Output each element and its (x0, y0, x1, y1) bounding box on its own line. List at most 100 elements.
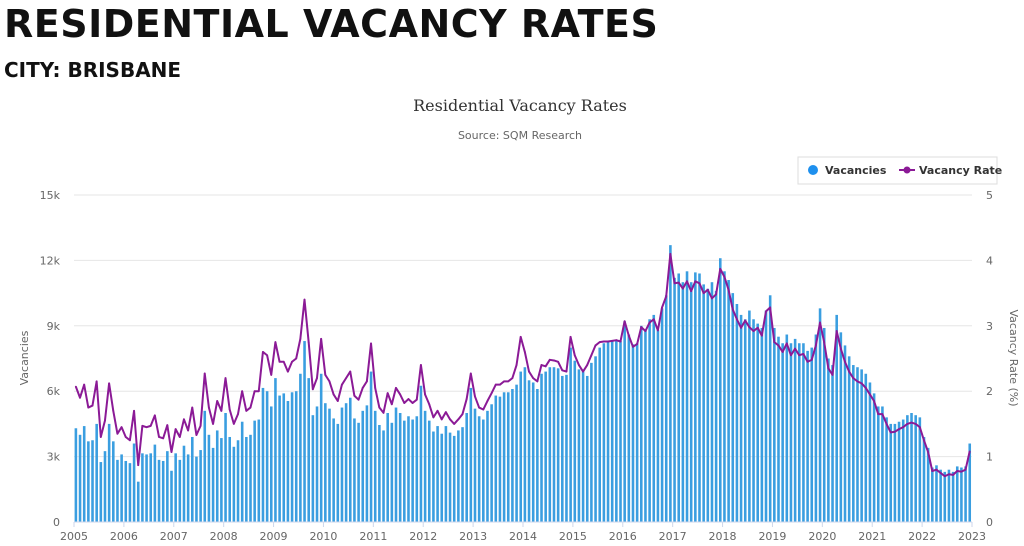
vacancies-bar (556, 368, 560, 522)
vacancies-bar (531, 382, 535, 522)
vacancies-bar (207, 434, 211, 522)
y2-tick-label: 5 (986, 189, 993, 202)
vacancy-rate-point (640, 326, 643, 329)
vacancy-rate-point (158, 436, 160, 438)
vacancy-rate-point (544, 365, 547, 368)
vacancy-rate-point (960, 470, 963, 473)
vacancy-rate-point (420, 364, 422, 366)
vacancy-rate-point (590, 354, 593, 357)
vacancy-rate-point (794, 347, 796, 350)
vacancy-rate-point (216, 400, 219, 402)
vacancy-rate-point (266, 354, 268, 357)
vacancies-bar (935, 465, 938, 522)
vacancy-rate-point (673, 282, 676, 285)
vacancies-bar (128, 463, 132, 522)
vacancies-bar (336, 423, 340, 522)
vacancies-bar (876, 406, 880, 522)
vacancies-bar (689, 282, 693, 522)
vacancy-rate-point (939, 472, 942, 474)
vacancies-bar (87, 441, 90, 522)
x-tick-label: 2023 (958, 530, 986, 543)
vacancies-bar (411, 419, 414, 522)
vacancy-rate-point (286, 370, 289, 373)
vacancy-rate-point (332, 393, 335, 396)
vacancy-rate-point (557, 360, 560, 363)
vacancy-rate-point (116, 432, 119, 435)
legend-item-vacancies[interactable]: Vacancies (808, 164, 887, 177)
legend-item-vacancy-rate[interactable]: Vacancy Rate (899, 164, 1002, 177)
vacancy-rate-point (515, 364, 518, 366)
vacancies-bar (211, 447, 215, 522)
vacancies-bar (818, 308, 822, 522)
vacancy-rate-point (569, 336, 572, 338)
vacancy-rate-point (864, 387, 867, 389)
vacancy-rate-point (823, 341, 826, 344)
vacancies-bar (735, 304, 739, 522)
vacancies-bar (419, 385, 423, 522)
vacancy-rate-point (893, 430, 896, 433)
vacancy-rate-point (723, 275, 726, 278)
x-tick-label: 2008 (210, 530, 238, 543)
x-tick-label: 2018 (709, 530, 737, 543)
y2-tick-label: 3 (986, 320, 993, 333)
vacancy-rate-point (802, 353, 805, 355)
vacancy-rate-point (561, 369, 564, 372)
vacancy-rate-point (120, 426, 123, 429)
vacancy-rate-point (482, 408, 485, 411)
vacancy-rate-point (341, 383, 343, 386)
vacancies-bar (120, 454, 123, 522)
vacancy-rate-point (278, 360, 281, 363)
vacancy-rate-point (798, 354, 801, 357)
vacancy-rate-point (690, 290, 693, 293)
vacancy-rate-point (494, 383, 497, 386)
vacancies-bar (182, 445, 186, 522)
vacancy-rate-point (785, 342, 788, 345)
vacancies-bar (802, 343, 805, 522)
vacancies-bar (673, 277, 676, 522)
vacancy-rate-point (83, 383, 86, 386)
y2-tick-label: 1 (986, 451, 993, 464)
vacancy-rate-point (856, 380, 859, 383)
vacancies-bar (91, 440, 94, 522)
vacancy-rate-point (611, 339, 614, 342)
vacancy-rate-point (257, 390, 260, 393)
vacancy-rate-point (104, 419, 106, 422)
vacancies-bar (344, 403, 348, 522)
vacancies-bar (797, 343, 801, 522)
vacancy-rate-point (582, 370, 584, 373)
vacancy-rate-point (665, 295, 668, 298)
vacancy-rate-point (220, 409, 223, 412)
vacancy-rate-point (619, 340, 622, 343)
vacancies-bar (498, 396, 502, 522)
vacancies-bar (835, 314, 838, 522)
vacancies-bar (714, 290, 718, 522)
vacancies-bar (415, 416, 419, 522)
y-tick-label: 0 (53, 516, 60, 529)
vacancies-bar (918, 417, 922, 522)
vacancy-rate-point (902, 426, 905, 429)
vacancy-rate-point (744, 319, 747, 322)
vacancy-rate-point (183, 418, 185, 421)
vacancies-bar (116, 459, 119, 522)
vacancies-bar (585, 375, 589, 522)
vacancy-rate-point (291, 360, 293, 363)
vacancy-rate-point (207, 406, 210, 409)
vacancies-bar (768, 295, 772, 522)
vacancy-rate-point (548, 358, 551, 361)
y2-tick-label: 4 (986, 254, 993, 267)
vacancies-bar (407, 416, 410, 522)
vacancies-bar (473, 408, 477, 522)
vacancies-bar (694, 272, 697, 522)
vacancies-bar (427, 420, 431, 522)
vacancies-bar (527, 380, 531, 522)
vacancies-bar (103, 451, 107, 522)
vacancies-bar (760, 327, 764, 522)
vacancy-rate-point (253, 390, 256, 393)
vacancy-rate-point (395, 387, 397, 389)
vacancy-rate-point (968, 450, 971, 453)
vacancies-bar (852, 365, 855, 522)
vacancy-rate-point (178, 436, 181, 438)
vacancy-rate-point (702, 292, 705, 294)
vacancy-rate-point (403, 402, 406, 404)
vacancy-rate-point (956, 470, 959, 472)
